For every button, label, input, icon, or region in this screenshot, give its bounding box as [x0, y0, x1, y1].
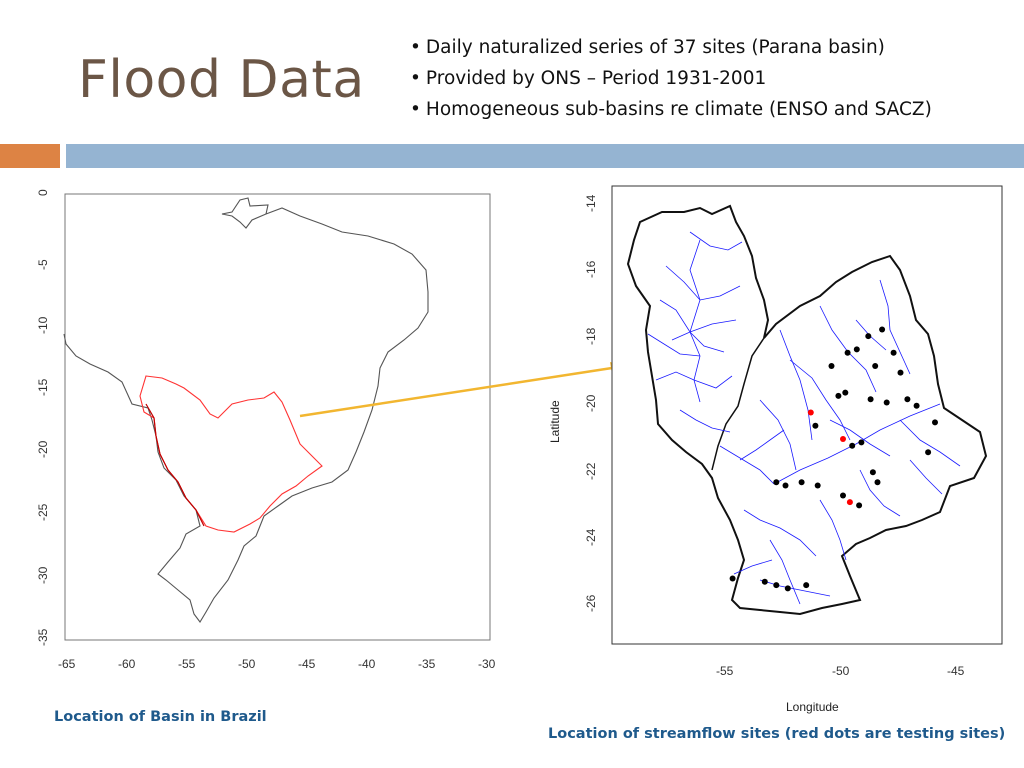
site-point	[828, 363, 835, 369]
site-point	[840, 492, 846, 499]
site-point	[856, 502, 863, 509]
site-point	[784, 585, 791, 592]
basin-boundary-border	[145, 403, 205, 527]
site-point	[773, 582, 780, 589]
site-point	[913, 402, 920, 409]
slide-title: Flood Data	[78, 50, 365, 110]
left-x-tick: -30	[478, 657, 496, 671]
right-x-axis-label: Longitude	[786, 700, 839, 714]
site-point	[842, 389, 849, 396]
left-y-tick: -20	[36, 440, 50, 458]
left-y-tick: -35	[36, 628, 50, 646]
right-x-tick: -45	[947, 664, 965, 678]
site-point	[869, 469, 876, 476]
site-point	[879, 326, 886, 333]
basin-outline	[626, 204, 988, 616]
site-point	[814, 482, 821, 489]
site-point	[849, 442, 856, 449]
site-point	[890, 349, 897, 356]
testing-site-point	[846, 499, 853, 506]
right-y-axis-label: Latitude	[548, 400, 562, 443]
left-map-caption: Location of Basin in Brazil	[54, 709, 267, 725]
accent-bar-orange	[0, 144, 60, 168]
site-point	[853, 346, 860, 353]
testing-site-point	[807, 409, 814, 416]
left-x-tick: -40	[358, 657, 376, 671]
left-x-tick: -45	[298, 657, 316, 671]
brazil-map-frame	[64, 193, 491, 641]
right-y-tick: -24	[584, 528, 598, 546]
left-y-tick: -30	[36, 566, 50, 584]
parana-basin-map	[611, 185, 1003, 645]
left-y-tick: -15	[36, 378, 50, 396]
site-point	[867, 396, 874, 403]
left-x-tick: -65	[58, 657, 76, 671]
right-y-tick: -16	[584, 260, 598, 278]
site-point	[835, 392, 842, 399]
right-y-tick: -26	[584, 594, 598, 612]
bullet-item: Homogeneous sub-basins re climate (ENSO …	[410, 96, 932, 127]
right-y-tick: -20	[584, 394, 598, 412]
site-point	[782, 482, 789, 489]
left-y-tick: 0	[36, 189, 50, 196]
site-point	[844, 349, 851, 356]
site-point	[798, 479, 805, 486]
site-point	[904, 396, 911, 403]
right-x-tick: -50	[832, 664, 850, 678]
left-x-tick: -50	[238, 657, 256, 671]
right-y-tick: -18	[584, 327, 598, 345]
river-network	[647, 231, 961, 605]
site-point	[773, 479, 780, 486]
site-point	[865, 333, 872, 340]
bullet-list: Daily naturalized series of 37 sites (Pa…	[410, 34, 932, 127]
right-y-tick: -22	[584, 462, 598, 480]
site-point	[925, 449, 932, 456]
site-point	[729, 575, 736, 582]
site-point	[858, 439, 865, 446]
left-y-tick: -10	[36, 316, 50, 334]
site-point	[803, 582, 810, 589]
left-x-tick: -55	[178, 657, 196, 671]
left-y-tick: -25	[36, 503, 50, 521]
left-x-tick: -35	[418, 657, 436, 671]
bullet-item: Daily naturalized series of 37 sites (Pa…	[410, 34, 932, 65]
right-y-tick: -14	[584, 194, 598, 212]
right-map-caption: Location of streamflow sites (red dots a…	[548, 726, 1006, 742]
bullet-item: Provided by ONS – Period 1931-2001	[410, 65, 932, 96]
left-y-tick: -5	[36, 259, 50, 270]
site-point	[761, 578, 768, 585]
site-point	[932, 419, 938, 426]
brazil-map	[63, 193, 491, 641]
accent-bar-blue	[66, 144, 1024, 168]
site-point	[897, 369, 904, 376]
testing-site-point	[840, 436, 846, 442]
left-x-tick: -60	[118, 657, 136, 671]
streamflow-sites	[729, 326, 938, 592]
site-point	[883, 399, 890, 406]
site-point	[872, 363, 879, 369]
site-point	[812, 422, 819, 429]
site-point	[874, 479, 881, 486]
basin-internal-divide	[711, 337, 765, 471]
right-x-tick: -55	[716, 664, 734, 678]
